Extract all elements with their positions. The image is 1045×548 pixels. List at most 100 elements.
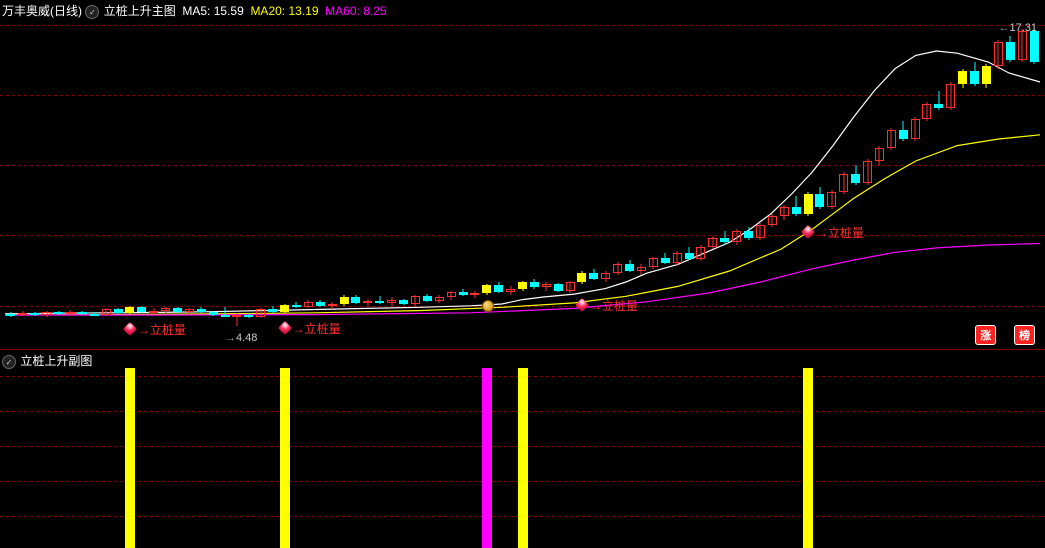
candlestick[interactable] (827, 190, 836, 210)
candlestick[interactable] (649, 257, 658, 269)
candlestick[interactable] (554, 283, 563, 292)
candlestick[interactable] (1006, 36, 1015, 62)
candlestick[interactable] (839, 172, 848, 194)
candlestick[interactable] (982, 64, 991, 88)
candlestick[interactable] (696, 245, 705, 262)
candlestick[interactable] (577, 271, 586, 284)
candlestick[interactable] (506, 286, 515, 295)
candlestick[interactable] (423, 294, 432, 302)
candlestick[interactable] (209, 311, 218, 317)
candlestick[interactable] (887, 128, 896, 150)
candlestick[interactable] (744, 227, 753, 240)
candlestick[interactable] (30, 312, 39, 316)
candlestick[interactable] (435, 295, 444, 303)
candlestick[interactable] (482, 284, 491, 295)
candlestick[interactable] (316, 300, 325, 308)
candlestick[interactable] (6, 312, 15, 318)
candlestick[interactable] (399, 299, 408, 306)
candlestick[interactable] (197, 307, 206, 313)
candlestick[interactable] (280, 304, 289, 313)
candlestick[interactable] (601, 271, 610, 282)
candlestick[interactable] (542, 282, 551, 291)
gridline (0, 95, 1045, 96)
signal-marker: →立桩量 (280, 320, 341, 337)
candlestick[interactable] (66, 310, 75, 317)
candlestick[interactable] (149, 308, 158, 314)
candlestick[interactable] (232, 313, 241, 327)
candlestick[interactable] (815, 187, 824, 209)
marker-label: →立桩量 (590, 299, 638, 313)
candlestick[interactable] (792, 196, 801, 216)
candlestick[interactable] (613, 262, 622, 275)
candlestick[interactable] (494, 282, 503, 293)
candlestick[interactable] (102, 308, 111, 316)
candlestick[interactable] (363, 299, 372, 307)
candlestick[interactable] (911, 117, 920, 141)
candlestick[interactable] (244, 313, 253, 319)
candlestick[interactable] (780, 205, 789, 220)
low-price-label: →4.48 (225, 332, 257, 344)
candlestick[interactable] (221, 307, 230, 317)
candlestick[interactable] (470, 291, 479, 299)
candlestick[interactable] (673, 251, 682, 265)
signal-marker: →立桩量 (577, 297, 638, 314)
indicator-toggle-icon[interactable]: ✓ (85, 5, 99, 19)
badge-right[interactable]: 榜 (1014, 325, 1035, 345)
sub-indicator-toggle-icon[interactable]: ✓ (2, 355, 16, 369)
candlestick[interactable] (970, 62, 979, 86)
badge-left[interactable]: 涨 (975, 325, 996, 345)
candlestick[interactable] (566, 281, 575, 293)
candlestick[interactable] (804, 192, 813, 216)
candlestick[interactable] (137, 306, 146, 313)
candlestick[interactable] (292, 302, 301, 309)
sub-indicator-bar (482, 368, 492, 548)
candlestick[interactable] (185, 308, 194, 315)
candlestick[interactable] (125, 306, 134, 314)
candlestick[interactable] (708, 236, 717, 249)
candlestick[interactable] (934, 91, 943, 111)
candlestick[interactable] (637, 264, 646, 275)
candlestick[interactable] (161, 307, 170, 313)
candlestick[interactable] (530, 279, 539, 289)
candlestick[interactable] (863, 159, 872, 185)
candlestick[interactable] (411, 295, 420, 306)
candlestick[interactable] (78, 311, 87, 315)
candlestick[interactable] (946, 82, 955, 111)
candlestick[interactable] (518, 281, 527, 291)
candlestick[interactable] (768, 214, 777, 227)
candlestick[interactable] (732, 229, 741, 244)
candlestick[interactable] (54, 311, 63, 315)
signal-marker (482, 300, 494, 315)
candlestick[interactable] (268, 306, 277, 313)
sub-indicator-bar (125, 368, 135, 548)
candlestick[interactable] (375, 296, 384, 304)
candlestick[interactable] (42, 311, 51, 318)
candlestick[interactable] (173, 307, 182, 313)
candlestick[interactable] (625, 260, 634, 272)
candlestick[interactable] (447, 291, 456, 300)
candlestick[interactable] (328, 302, 337, 310)
candlestick[interactable] (351, 295, 360, 304)
candlestick[interactable] (720, 231, 729, 244)
candlestick[interactable] (459, 289, 468, 297)
candlestick[interactable] (304, 300, 313, 309)
candlestick[interactable] (18, 311, 27, 317)
candlestick[interactable] (90, 312, 99, 316)
candlestick[interactable] (756, 223, 765, 241)
ma5-value: 15.59 (214, 4, 244, 18)
candlestick[interactable] (958, 69, 967, 89)
signal-marker: →立桩量 (803, 224, 864, 241)
candlestick[interactable] (661, 253, 670, 264)
candlestick[interactable] (922, 102, 931, 122)
candlestick[interactable] (1030, 29, 1039, 64)
candlestick[interactable] (875, 146, 884, 166)
candlestick[interactable] (994, 40, 1003, 69)
candlestick[interactable] (256, 308, 265, 318)
candlestick[interactable] (387, 297, 396, 306)
candlestick[interactable] (340, 295, 349, 306)
candlestick[interactable] (851, 165, 860, 185)
candlestick[interactable] (685, 247, 694, 260)
candlestick[interactable] (589, 269, 598, 280)
candlestick[interactable] (899, 121, 908, 141)
candlestick[interactable] (114, 308, 123, 314)
